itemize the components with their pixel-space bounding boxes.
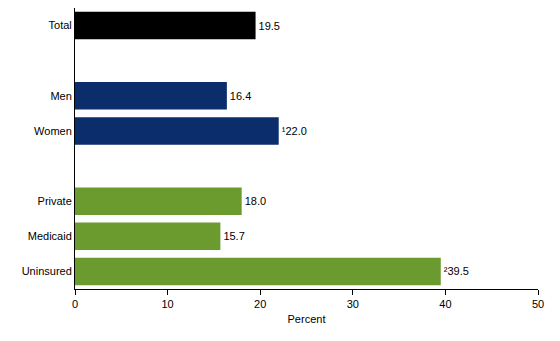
svg-text:20: 20: [254, 298, 266, 310]
svg-text:18.0: 18.0: [245, 195, 266, 207]
svg-text:¹22.0: ¹22.0: [282, 125, 307, 137]
svg-text:Men: Men: [50, 90, 71, 102]
svg-text:Percent: Percent: [288, 313, 326, 325]
svg-text:Total: Total: [49, 19, 72, 31]
svg-text:16.4: 16.4: [230, 90, 251, 102]
svg-text:²39.5: ²39.5: [444, 265, 469, 277]
svg-text:Medicaid: Medicaid: [28, 230, 72, 242]
svg-text:50: 50: [532, 298, 544, 310]
svg-text:10: 10: [161, 298, 173, 310]
svg-text:15.7: 15.7: [223, 230, 244, 242]
svg-text:Women: Women: [34, 125, 72, 137]
svg-text:30: 30: [347, 298, 359, 310]
svg-text:19.5: 19.5: [259, 20, 280, 32]
svg-text:Private: Private: [38, 195, 72, 207]
svg-text:40: 40: [439, 298, 451, 310]
svg-text:Uninsured: Uninsured: [22, 265, 72, 277]
svg-text:0: 0: [72, 298, 78, 310]
